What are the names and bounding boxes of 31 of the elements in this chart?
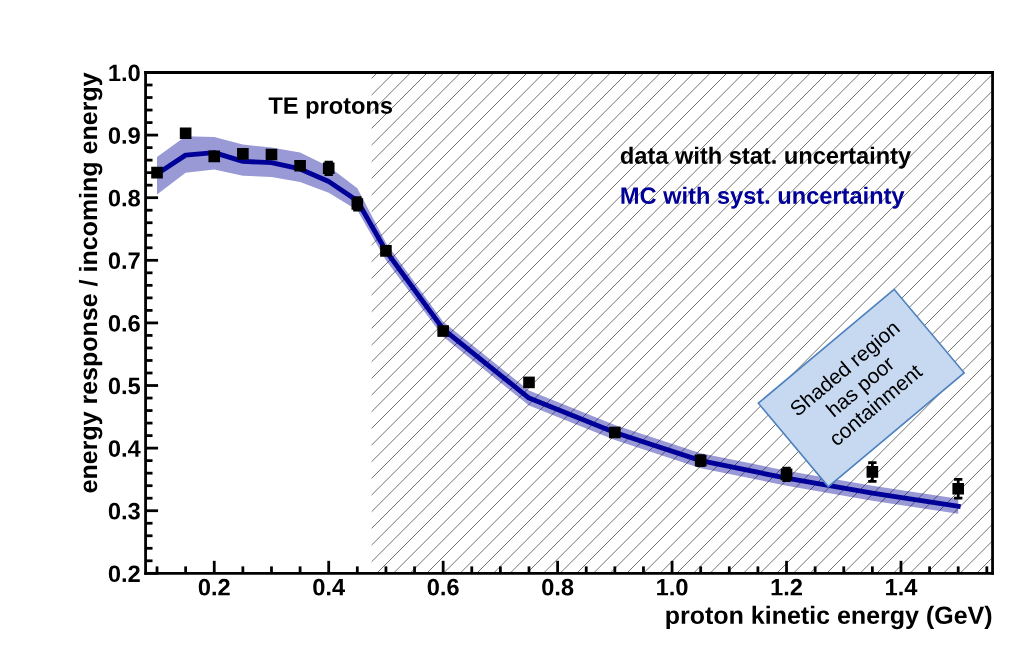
y-tick-label: 0.3 bbox=[108, 502, 140, 520]
point bbox=[265, 148, 278, 161]
point bbox=[151, 166, 163, 179]
point bbox=[523, 376, 535, 389]
y-tick-label: 0.2 bbox=[108, 565, 140, 583]
x-tick-label: 0.6 bbox=[427, 578, 459, 596]
y-tick-label: 0.8 bbox=[108, 189, 140, 207]
y-tick-label: 1.0 bbox=[109, 64, 140, 82]
point bbox=[294, 159, 306, 172]
point bbox=[208, 150, 221, 163]
point bbox=[952, 483, 965, 495]
y-tick-label: 0.7 bbox=[108, 252, 140, 270]
x-tick-label: 1.0 bbox=[657, 578, 688, 596]
x-tick-label: 0.8 bbox=[542, 578, 574, 596]
y-tick-label: 0.6 bbox=[108, 314, 140, 332]
point bbox=[380, 245, 392, 257]
point bbox=[609, 426, 621, 439]
y-tick-label: 0.9 bbox=[108, 127, 140, 144]
annotation: TE protons bbox=[268, 97, 393, 119]
point bbox=[179, 127, 192, 140]
point bbox=[866, 466, 879, 478]
y-axis-title: energy response / incoming energy bbox=[78, 72, 103, 493]
point bbox=[237, 148, 249, 160]
y-tick-label: 0.4 bbox=[108, 440, 141, 457]
point bbox=[437, 325, 449, 337]
x-tick-label: 1.2 bbox=[771, 578, 802, 596]
x-tick-label: 0.2 bbox=[198, 578, 230, 596]
x-axis-title: proton kinetic energy (GeV) bbox=[666, 605, 992, 630]
x-tick-label: 0.4 bbox=[313, 578, 345, 596]
x-tick-label: 1.4 bbox=[886, 579, 918, 596]
y-tick-label: 0.5 bbox=[108, 377, 141, 395]
